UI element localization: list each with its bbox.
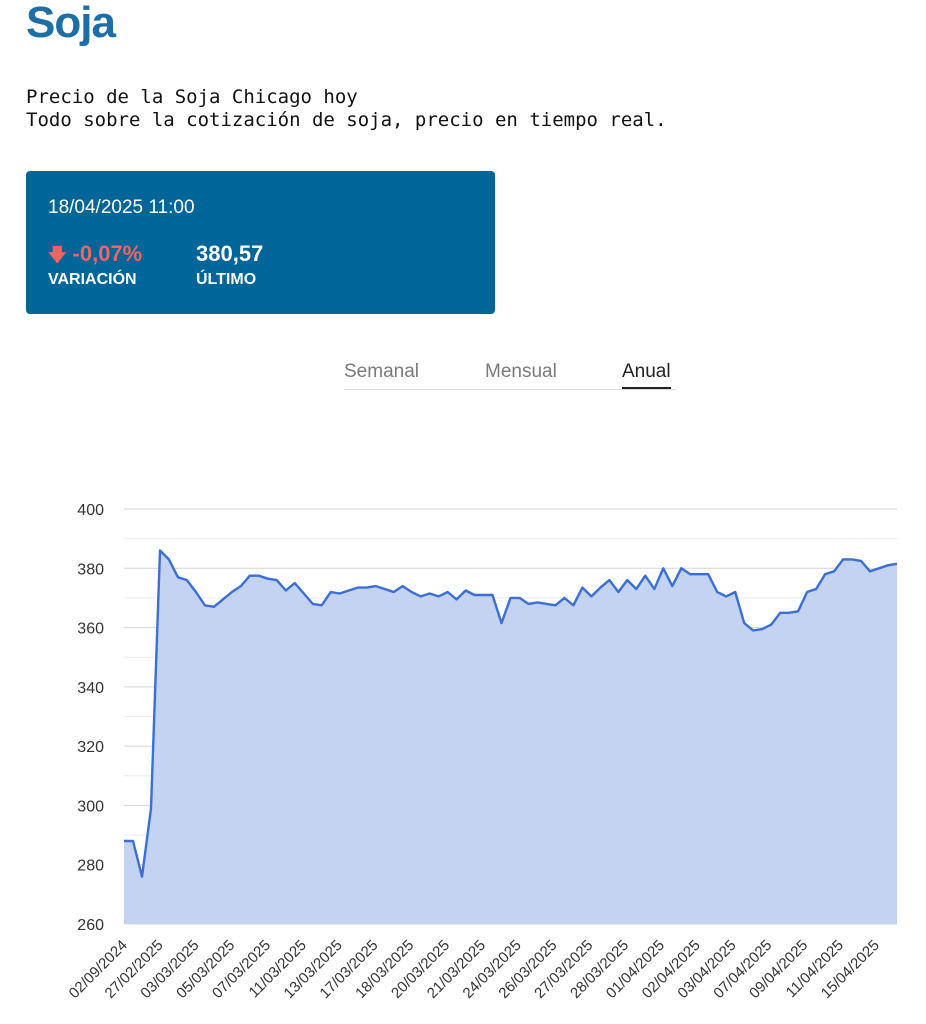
last-label: ÚLTIMO	[196, 271, 257, 288]
variation-label: VARIACIÓN	[48, 271, 137, 288]
y-tick-label: 380	[77, 561, 104, 578]
tab-anual[interactable]: Anual	[622, 361, 671, 389]
description-line-1: Precio de la Soja Chicago hoy	[26, 86, 358, 108]
series-area	[124, 550, 897, 924]
arrow-down-icon: 🡇	[48, 245, 67, 265]
last-value: 380,57	[196, 241, 264, 266]
y-tick-label: 280	[77, 858, 104, 875]
price-chart: 26028030032034036038040002/09/202427/02/…	[66, 502, 898, 1002]
tab-mensual[interactable]: Mensual	[485, 361, 557, 382]
page-title: Soja	[26, 0, 116, 47]
y-tick-label: 340	[77, 680, 104, 697]
quote-card: 18/04/2025 11:00 🡇 -0,07% VARIACIÓN 380,5…	[26, 171, 495, 314]
description: Precio de la Soja Chicago hoy Todo sobre…	[26, 86, 667, 132]
y-tick-label: 300	[77, 798, 104, 815]
y-tick-label: 260	[77, 917, 104, 934]
y-tick-label: 320	[77, 739, 104, 756]
y-tick-label: 400	[77, 502, 104, 519]
description-line-2: Todo sobre la cotización de soja, precio…	[26, 109, 667, 131]
quote-datetime: 18/04/2025 11:00	[48, 197, 195, 218]
period-tabs: Semanal Mensual Anual	[344, 361, 676, 390]
variation-value-text: -0,07%	[72, 241, 143, 266]
series-line	[124, 549, 898, 878]
variation-value: 🡇 -0,07%	[48, 241, 142, 273]
y-tick-label: 360	[77, 621, 104, 638]
tab-semanal[interactable]: Semanal	[344, 361, 419, 382]
